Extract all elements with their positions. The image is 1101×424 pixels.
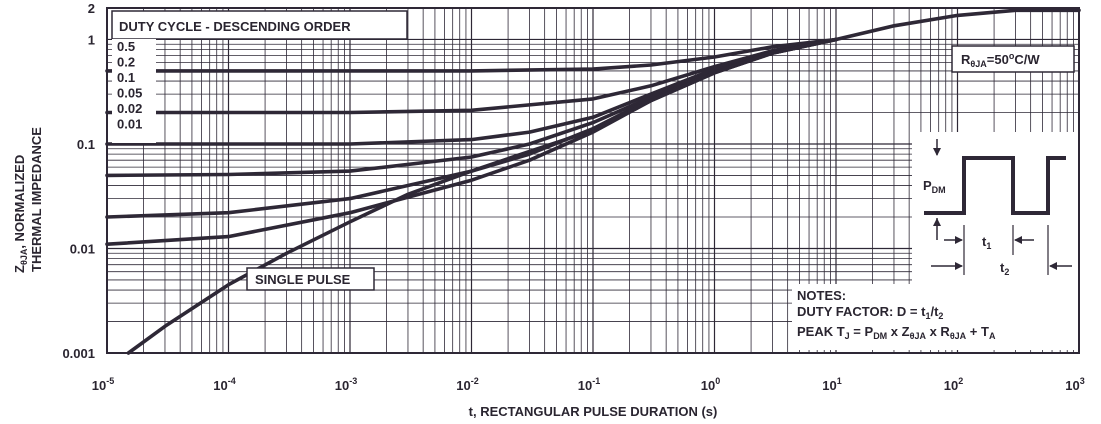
grid <box>106 7 1079 354</box>
legend-items: 0.50.20.10.050.020.01 <box>117 39 142 132</box>
legend-item: 0.1 <box>117 70 135 85</box>
legend-item: 0.01 <box>117 117 142 132</box>
t1-label: t1 <box>982 234 991 251</box>
x-tick-label: 10-3 <box>335 376 357 393</box>
series-line-0-2 <box>105 37 838 115</box>
y-tick-label: 0.1 <box>77 137 95 152</box>
rtheta-box <box>951 45 1075 73</box>
series-line-0-5 <box>105 8 1081 73</box>
notes-title: NOTES: <box>797 288 846 303</box>
legend-item: 0.05 <box>117 86 142 101</box>
y-axis-label-line1: ZθJA, NORMALIZED <box>12 155 29 273</box>
x-tick-label: 10-1 <box>578 376 600 393</box>
legend-item: 0.02 <box>117 101 142 116</box>
notes-box <box>792 284 1078 350</box>
x-tick-label: 100 <box>701 376 720 393</box>
pulse-inset: PDM t1 t2 <box>912 132 1078 284</box>
notes-duty-factor: DUTY FACTOR: D = t1/t2 <box>797 304 943 321</box>
legend-item: 0.5 <box>117 39 135 54</box>
plot-frame <box>106 7 1080 354</box>
x-tick-label: 103 <box>1065 376 1084 393</box>
x-tick-label: 102 <box>944 376 963 393</box>
x-tick-label: 10-4 <box>213 376 235 393</box>
y-tick-label: 0.01 <box>70 241 95 256</box>
pdm-label: PDM <box>923 178 946 195</box>
t2-label: t2 <box>1000 260 1009 277</box>
x-tick-label: 101 <box>822 376 841 393</box>
legend-items-box <box>112 39 156 143</box>
y-tick-labels: 2 1 0.1 0.01 0.001 <box>62 1 95 361</box>
x-tick-label: 10-2 <box>456 376 478 393</box>
notes-peak-tj: PEAK TJ = PDM x ZθJA x RθJA + TA <box>797 324 996 341</box>
single-pulse-label: SINGLE PULSE <box>255 272 351 287</box>
rtheta-label: RθJA=50oC/W <box>961 51 1040 69</box>
x-tick-label: 10-5 <box>92 376 114 393</box>
pulse-waveform <box>924 156 1066 215</box>
x-tick-labels: 10-5 10-4 10-3 10-2 10-1 100 101 102 103 <box>92 376 1085 393</box>
single-pulse-box <box>246 267 375 291</box>
y-axis-label-line2: THERMAL IMPEDANCE <box>29 127 44 272</box>
series-layer <box>105 8 1081 355</box>
legend-title-box <box>111 10 408 40</box>
y-tick-label: 0.001 <box>62 346 95 361</box>
legend-title: DUTY CYCLE - DESCENDING ORDER <box>119 19 351 34</box>
y-tick-label: 1 <box>88 32 95 47</box>
x-axis-label: t, RECTANGULAR PULSE DURATION (s) <box>469 404 718 419</box>
legend-item: 0.2 <box>117 55 135 70</box>
series-line-single-pulse <box>126 37 838 355</box>
y-tick-label: 2 <box>88 1 95 16</box>
